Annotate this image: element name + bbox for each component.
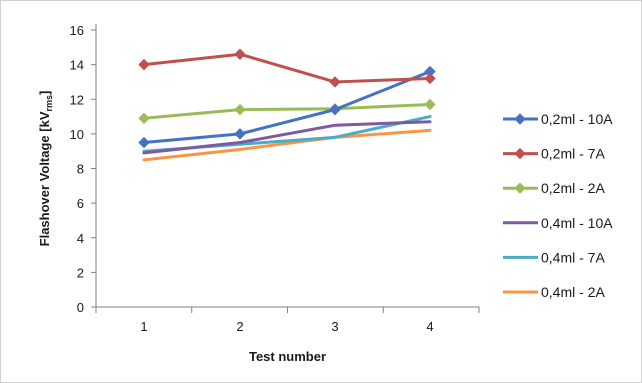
series-line [142, 120, 432, 155]
y-axis-title-main: Flashover Voltage [kV [37, 111, 52, 246]
legend-swatch-marker [514, 113, 526, 125]
series-line [142, 52, 432, 84]
series-line [142, 70, 432, 145]
y-tick-label: 12 [70, 92, 84, 107]
y-tick-label: 14 [70, 58, 84, 73]
x-tick-label: 4 [426, 319, 433, 334]
y-axis-title-sub: rms [44, 95, 54, 112]
series-line [142, 102, 432, 120]
legend-entry-label: 0,4ml - 7A [541, 249, 605, 265]
x-tick-label: 1 [140, 319, 147, 334]
y-axis-title-end: ] [37, 91, 52, 95]
data-point [138, 112, 150, 125]
legend-entry-label: 0,2ml - 10A [541, 111, 613, 127]
data-point [138, 136, 150, 149]
y-tick-label: 2 [77, 265, 84, 280]
x-tick-label: 2 [236, 319, 243, 334]
legend: 0,2ml - 10A 0,2ml - 7A 0,2ml - 2A 0,4ml - 1… [503, 111, 613, 300]
x-tick-label: 3 [331, 319, 338, 334]
data-point [234, 48, 246, 60]
data-point [329, 103, 341, 116]
legend-entry-label: 0,2ml - 7A [541, 146, 605, 162]
data-point [234, 128, 246, 140]
legend-entry-label: 0,2ml - 2A [541, 180, 605, 196]
y-axis-title: Flashover Voltage [kVrms] [37, 91, 54, 247]
y-tick-label: 4 [77, 231, 84, 246]
legend-entry-label: 0,4ml - 10A [541, 215, 613, 231]
data-point [424, 72, 436, 85]
y-tick-label: 0 [77, 300, 84, 315]
data-point [138, 58, 150, 71]
y-tick-label: 6 [77, 196, 84, 211]
y-tick-label: 8 [77, 162, 84, 177]
data-point [424, 98, 436, 111]
series-line [142, 128, 432, 162]
y-tick-label: 10 [70, 127, 84, 142]
y-tick-label: 16 [70, 23, 84, 38]
data-point [329, 76, 341, 88]
legend-entry-label: 0,4ml - 2A [541, 284, 605, 300]
x-axis-title: Test number [249, 349, 326, 364]
legend-swatch-marker [514, 147, 526, 160]
data-point [234, 103, 246, 116]
legend-swatch-marker [514, 182, 526, 194]
